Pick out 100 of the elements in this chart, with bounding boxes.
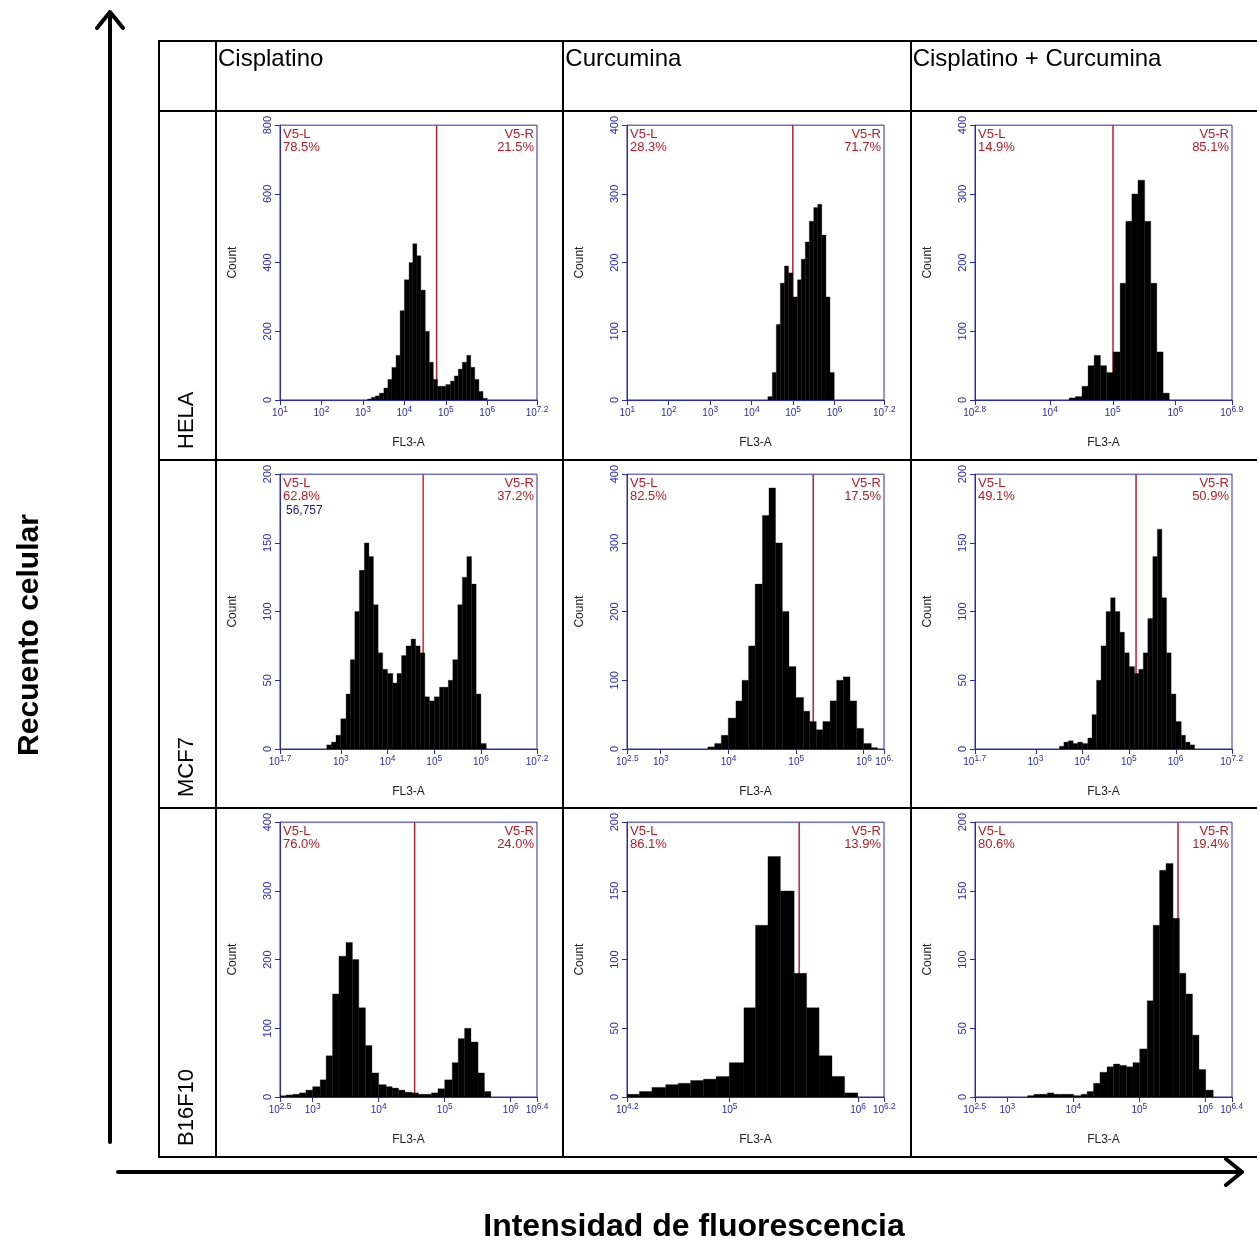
annotation: V5-R 13.9% bbox=[844, 823, 882, 852]
x-tick-label: 10$^{6}$ bbox=[1167, 404, 1184, 419]
x-tick-label: 10$^{4}$ bbox=[396, 404, 413, 419]
text: Recuento celular bbox=[11, 514, 45, 756]
x-tick-label: 10$^{2.5}$ bbox=[963, 1101, 987, 1116]
annotation: V5-L 14.9% bbox=[977, 126, 1015, 154]
y-tick-label: 600 bbox=[260, 184, 273, 204]
y-tick-label: 200 bbox=[260, 950, 273, 970]
x-axis-title: FL3-A bbox=[739, 435, 773, 449]
y-tick-label: 200 bbox=[260, 322, 273, 341]
annotation: V5-R 17.5% bbox=[844, 474, 882, 503]
annotation: V5-R 19.4% bbox=[1191, 823, 1230, 852]
x-tick-label: 10$^{5}$ bbox=[1104, 404, 1121, 419]
y-tick-label: 100 bbox=[607, 322, 620, 341]
annotation: V5-R 85.1% bbox=[1191, 126, 1230, 154]
y-tick-label: 100 bbox=[607, 950, 620, 970]
x-tick-label: 10$^{6}$ bbox=[479, 404, 496, 419]
y-tick-label: 100 bbox=[260, 602, 273, 621]
x-tick-label: 10$^{4.2}$ bbox=[615, 1101, 639, 1116]
x-tick-label: 10$^{2}$ bbox=[660, 404, 677, 419]
x-tick-label: 10$^{6}$ bbox=[826, 404, 843, 419]
x-tick-label: 10$^{3}$ bbox=[702, 404, 719, 419]
annotation: V5-R 37.2% bbox=[497, 474, 535, 503]
annotation: V5-L 76.0% bbox=[283, 823, 321, 852]
y-tick-label: 0 bbox=[955, 745, 968, 752]
x-tick-label: 10$^{3}$ bbox=[355, 404, 371, 419]
y-tick-label: 0 bbox=[260, 396, 273, 404]
y-tick-label: 400 bbox=[955, 116, 968, 135]
y-tick-label: 50 bbox=[607, 1022, 620, 1035]
y-tick-label: 0 bbox=[260, 745, 273, 752]
x-tick-label: 10$^{2.8}$ bbox=[963, 404, 987, 419]
y-axis-title: Count bbox=[572, 245, 587, 279]
y-tick-label: 150 bbox=[955, 882, 968, 901]
annotation: 56,757 bbox=[286, 502, 324, 517]
x-tick-label: 10$^{4}$ bbox=[1042, 404, 1058, 419]
y-tick-label: 300 bbox=[607, 533, 620, 552]
x-tick-label: 10$^{1}$ bbox=[272, 404, 288, 419]
x-axis-title: FL3-A bbox=[392, 435, 425, 449]
x-axis-title: FL3-A bbox=[739, 783, 773, 798]
x-tick-label: 10$^{7.2}$ bbox=[1220, 752, 1244, 767]
y-axis-title: Count bbox=[225, 943, 239, 976]
x-tick-label: 10$^{5}$ bbox=[721, 1101, 738, 1116]
x-tick-label: 10$^{2.5}$ bbox=[615, 752, 639, 767]
x-tick-label: 10$^{7.2}$ bbox=[872, 404, 896, 419]
y-tick-label: 150 bbox=[607, 882, 620, 901]
y-axis-title: Count bbox=[919, 943, 934, 976]
y-tick-label: 0 bbox=[607, 1094, 620, 1101]
y-tick-label: 50 bbox=[260, 673, 273, 687]
y-axis-title: Count bbox=[919, 245, 934, 279]
x-tick-label: 10$^{6.9}$ bbox=[1220, 404, 1244, 419]
x-tick-label: 10$^{6}$ bbox=[1197, 1101, 1214, 1116]
annotation: V5-L 49.1% bbox=[977, 474, 1015, 503]
category-label: Curcumina bbox=[565, 44, 682, 72]
y-tick-label: 150 bbox=[260, 533, 273, 552]
x-axis-title: FL3-A bbox=[739, 1132, 773, 1147]
x-tick-label: 10$^{4}$ bbox=[379, 752, 396, 767]
y-tick-label: 150 bbox=[955, 533, 968, 552]
x-axis-title: FL3-A bbox=[1086, 783, 1120, 798]
annotation: V5-L 82.5% bbox=[630, 474, 668, 503]
annotation: V5-L 86.1% bbox=[630, 823, 668, 852]
y-tick-label: 200 bbox=[260, 464, 273, 484]
x-axis-title: FL3-A bbox=[1086, 1132, 1120, 1147]
y-tick-label: 200 bbox=[955, 253, 968, 272]
y-tick-label: 100 bbox=[955, 602, 968, 621]
x-tick-label: 10$^{7.2}$ bbox=[525, 752, 549, 767]
y-tick-label: 0 bbox=[607, 396, 620, 404]
y-tick-label: 800 bbox=[260, 116, 273, 135]
x-tick-label: 10$^{1.7}$ bbox=[963, 752, 987, 767]
x-tick-label: 10$^{6.4}$ bbox=[1220, 1101, 1244, 1116]
x-tick-label: 10$^{3}$ bbox=[304, 1101, 321, 1116]
y-tick-label: 0 bbox=[955, 396, 968, 404]
y-axis-title: Count bbox=[225, 594, 239, 628]
annotation: V5-L 62.8% bbox=[283, 474, 321, 503]
y-tick-label: 200 bbox=[955, 464, 968, 484]
y-tick-label: 100 bbox=[607, 670, 620, 690]
y-tick-label: 300 bbox=[260, 882, 273, 901]
x-axis-title: FL3-A bbox=[392, 1132, 425, 1147]
x-tick-label: 10$^{5}$ bbox=[1120, 752, 1137, 767]
annotation: V5-R 50.9% bbox=[1191, 474, 1230, 503]
x-tick-label: 10$^{4}$ bbox=[720, 752, 737, 767]
y-tick-label: 400 bbox=[260, 813, 273, 832]
y-tick-label: 200 bbox=[607, 253, 620, 272]
annotation: V5-L 78.5% bbox=[283, 126, 321, 154]
x-tick-label: 10$^{5}$ bbox=[426, 752, 443, 767]
y-tick-label: 0 bbox=[955, 1094, 968, 1101]
y-tick-label: 400 bbox=[607, 464, 620, 484]
category-label: Cisplatino + Curcumina bbox=[912, 44, 1162, 72]
x-tick-label: 10$^{3}$ bbox=[999, 1101, 1016, 1116]
y-tick-label: 50 bbox=[955, 673, 968, 687]
category-label: MCF7 bbox=[173, 737, 198, 798]
annotation: V5-R 24.0% bbox=[497, 823, 535, 852]
x-tick-label: 10$^{4}$ bbox=[1065, 1101, 1082, 1116]
y-tick-label: 100 bbox=[955, 950, 968, 970]
annotation: V5-R 71.7% bbox=[844, 126, 882, 154]
x-tick-label: 10$^{3}$ bbox=[652, 752, 669, 767]
y-tick-label: 200 bbox=[955, 813, 968, 832]
category-label: Cisplatino bbox=[218, 44, 324, 72]
x-tick-label: 10$^{2}$ bbox=[313, 404, 330, 419]
y-tick-label: 100 bbox=[955, 322, 968, 341]
y-tick-label: 400 bbox=[607, 116, 620, 135]
